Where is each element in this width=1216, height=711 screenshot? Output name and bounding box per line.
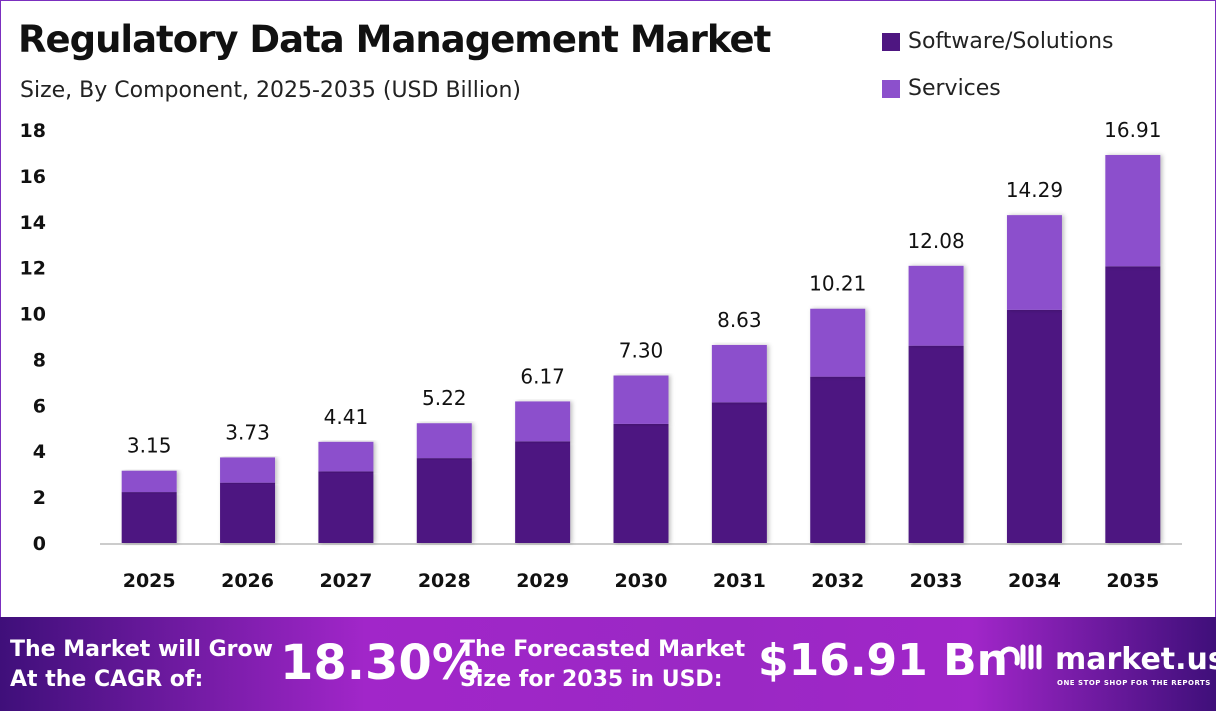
bar-services: [613, 375, 669, 424]
forecast-label-line2: Size for 2035 in USD:: [460, 667, 723, 692]
y-tick-label: 2: [33, 487, 46, 509]
data-label: 7.30: [619, 339, 664, 363]
data-label: 3.15: [127, 434, 172, 458]
forecast-label-line1: The Forecasted Market: [460, 637, 746, 662]
bar-services: [908, 265, 964, 346]
x-tick-label: 2029: [516, 570, 569, 592]
x-tick-label: 2026: [221, 570, 274, 592]
x-tick-label: 2030: [615, 570, 668, 592]
y-tick-label: 16: [20, 166, 46, 188]
legend-swatch: [882, 32, 900, 51]
cagr-label-line1: The Market will Grow: [10, 637, 273, 662]
bar-services: [121, 470, 177, 493]
data-label: 16.91: [1104, 118, 1161, 142]
x-tick-label: 2028: [418, 570, 471, 592]
x-tick-label: 2031: [713, 570, 766, 592]
x-tick-label: 2033: [910, 570, 963, 592]
bar-software: [515, 441, 571, 543]
logo-tagline: ONE STOP SHOP FOR THE REPORTS: [1057, 679, 1211, 687]
data-label: 5.22: [422, 386, 467, 410]
bar-services: [318, 441, 374, 472]
bar-chart: 0 2 4 6 8 10 12 14 16 18 3.15 2025 3.73 2026 4.41 2027 5…: [20, 118, 1182, 592]
y-tick-label: 12: [20, 258, 46, 280]
bar-services: [416, 423, 472, 459]
cagr-value: 18.30%: [280, 635, 480, 691]
bar-services: [810, 308, 866, 377]
logo-icon: [997, 644, 1042, 674]
y-tick-label: 0: [33, 533, 46, 555]
x-tick-label: 2032: [811, 570, 864, 592]
bar-services: [515, 401, 571, 442]
x-tick-label: 2027: [319, 570, 372, 592]
y-tick-label: 8: [33, 349, 46, 371]
bar-software: [810, 376, 866, 543]
legend-label: Services: [908, 76, 1001, 101]
bar-software: [416, 458, 472, 543]
bar-services: [1006, 215, 1062, 310]
bar-services: [711, 344, 767, 403]
x-tick-label: 2035: [1106, 570, 1159, 592]
bar-software: [1105, 266, 1161, 543]
legend-swatch: [882, 79, 900, 98]
y-tick-label: 10: [20, 304, 46, 326]
data-label: 4.41: [324, 405, 369, 429]
data-label: 6.17: [520, 364, 565, 388]
chart-subtitle: Size, By Component, 2025-2035 (USD Billi…: [20, 78, 521, 103]
bar-software: [613, 423, 669, 543]
data-label: 12.08: [907, 229, 964, 253]
data-label: 14.29: [1006, 178, 1063, 202]
legend-item-services: Services: [882, 65, 1113, 112]
data-label: 8.63: [717, 308, 762, 332]
bar-software: [711, 402, 767, 543]
data-label: 3.73: [225, 420, 270, 444]
bar-software: [318, 471, 374, 543]
bar-software: [121, 492, 177, 543]
y-tick-label: 6: [33, 395, 46, 417]
forecast-label: The Forecasted Market Size for 2035 in US…: [460, 635, 745, 695]
bar-software: [908, 345, 964, 543]
footer-banner: The Market will Grow At the CAGR of: 18.3…: [0, 617, 1216, 711]
cagr-label-line2: At the CAGR of:: [10, 667, 204, 692]
legend-item-software: Software/Solutions: [882, 18, 1113, 65]
cagr-label: The Market will Grow At the CAGR of:: [10, 635, 273, 695]
y-tick-label: 4: [33, 441, 46, 463]
y-tick-label: 14: [20, 212, 46, 234]
chart-title: Regulatory Data Management Market: [18, 18, 771, 61]
bar-software: [1006, 309, 1062, 543]
bar-services: [1105, 155, 1161, 267]
data-label: 10.21: [809, 272, 866, 296]
logo-text: market.us: [1055, 641, 1216, 677]
market-us-logo: market.us ONE STOP SHOP FOR THE REPORTS: [995, 641, 1216, 687]
legend-label: Software/Solutions: [908, 29, 1114, 54]
y-tick-label: 18: [20, 120, 46, 142]
forecast-value: $16.91 Bn: [758, 635, 1008, 686]
x-tick-label: 2034: [1008, 570, 1061, 592]
bar-software: [220, 482, 276, 543]
legend: Software/Solutions Services: [882, 18, 1113, 112]
x-tick-label: 2025: [123, 570, 176, 592]
bar-services: [220, 457, 276, 483]
